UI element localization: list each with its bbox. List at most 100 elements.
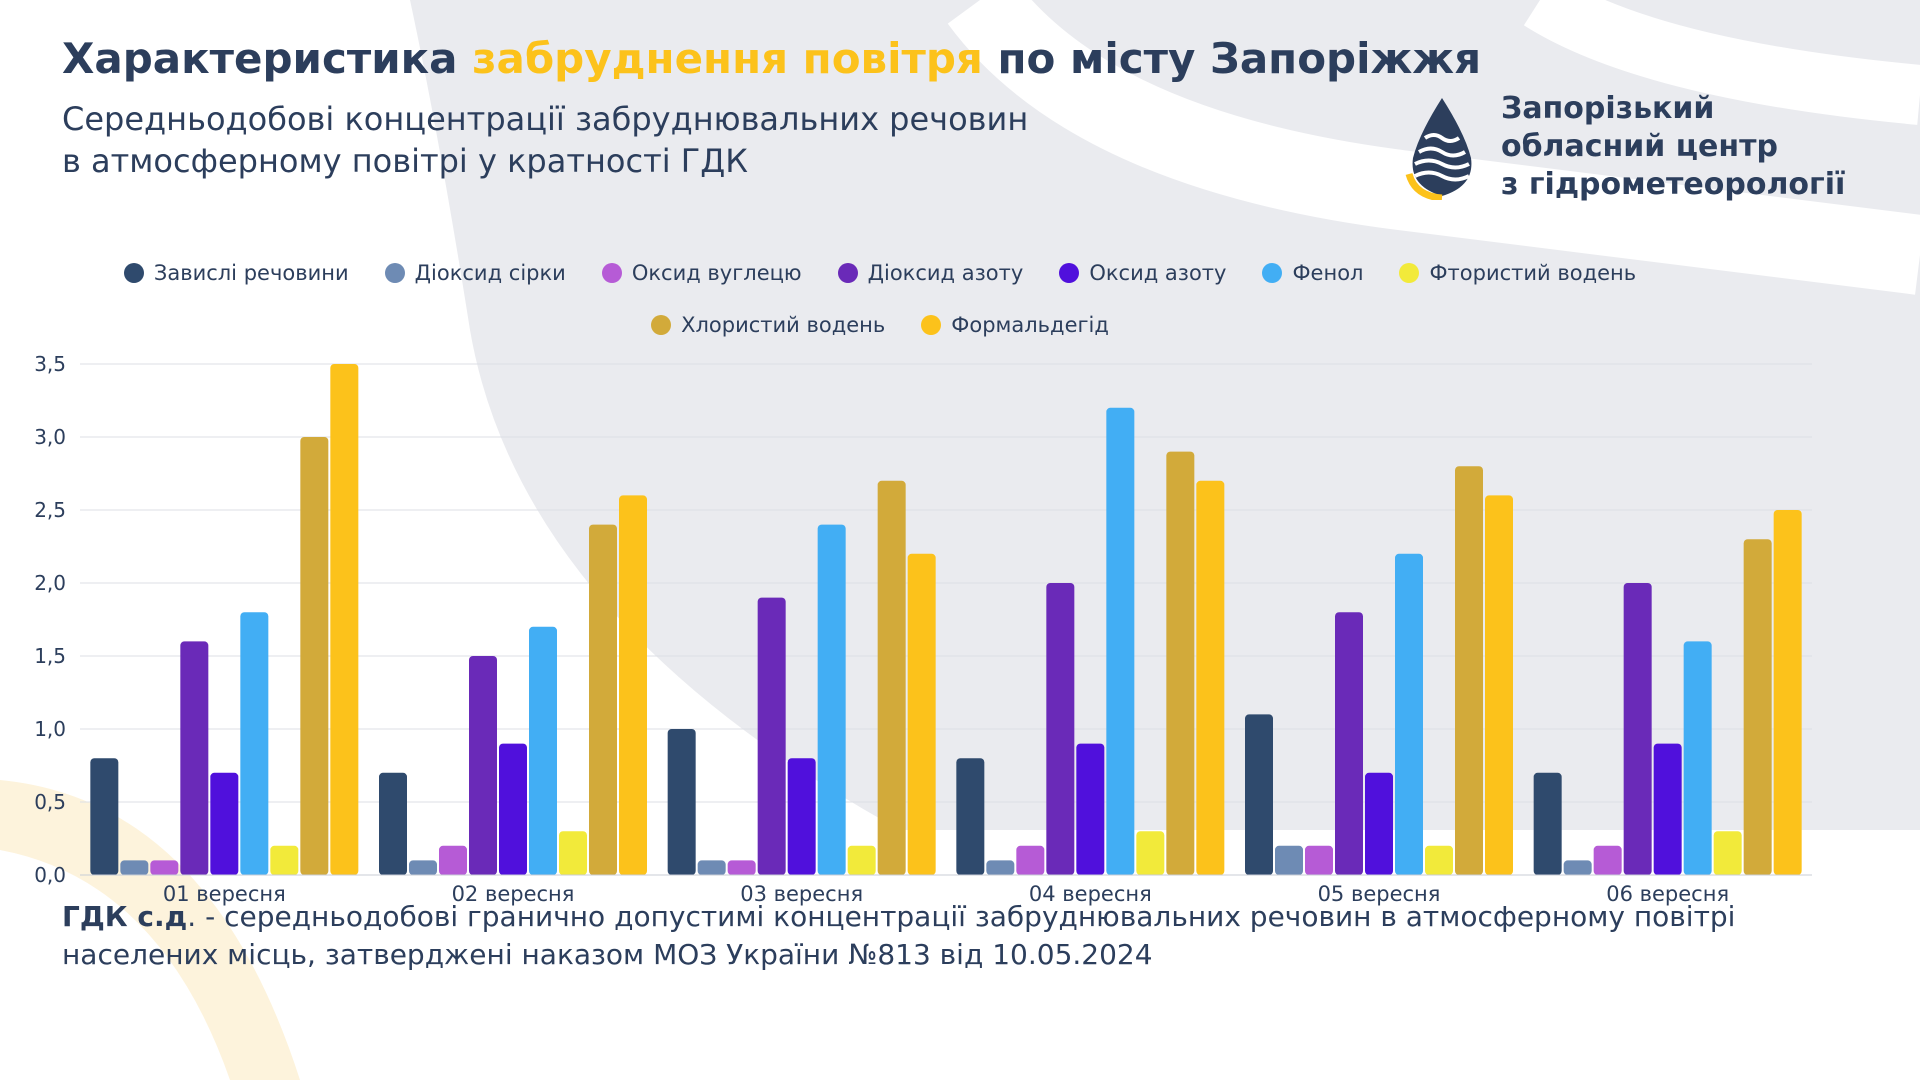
legend-item: Діоксид сірки [384, 258, 566, 288]
logo-line3: з гідрометеорології [1501, 167, 1846, 202]
y-tick-label: 0,5 [34, 790, 66, 814]
legend-item: Оксид азоту [1059, 258, 1226, 288]
bar [330, 364, 359, 875]
legend-label: Хлористий водень [681, 313, 886, 337]
bar [847, 845, 876, 875]
legend-item: Оксид вуглецю [601, 258, 802, 288]
bar [180, 641, 209, 875]
x-tick-label: 06 вересня [1606, 882, 1729, 906]
bar [1136, 831, 1165, 875]
bar [1196, 480, 1225, 875]
legend-item: Формальдегід [921, 310, 1109, 340]
bar [817, 524, 846, 875]
footnote-text: . - середньодобові гранично допустимі ко… [62, 900, 1736, 971]
legend-label: Діоксид сірки [414, 261, 566, 285]
bar [877, 480, 906, 875]
legend-swatch [1059, 263, 1080, 283]
bar [727, 860, 756, 875]
bar [1076, 743, 1105, 875]
legend-item: Завислі речовини [123, 258, 349, 288]
bar [1533, 772, 1562, 875]
organization-logo: Запорізький обласний центр з гідрометеор… [1405, 90, 1845, 204]
bar [90, 758, 119, 875]
legend-item: Фтористий водень [1399, 258, 1636, 288]
bar-chart: 0,0 0,5 1,0 1,5 2,0 2,5 3,0 3,5 01 вересня 02 вер… [34, 352, 1812, 906]
bar [907, 553, 936, 875]
bar [210, 772, 239, 875]
bar [1305, 845, 1333, 875]
legend-label: Фенол [1292, 261, 1364, 285]
y-tick-label: 0,0 [34, 863, 66, 887]
legend-label: Завислі речовини [153, 261, 349, 285]
bar [1653, 743, 1682, 875]
title-accent: забруднення повітря [472, 34, 983, 83]
bar [120, 860, 149, 875]
logo-line2: обласний центр [1501, 129, 1778, 164]
legend-label: Діоксид азоту [867, 261, 1024, 285]
legend-item: Хлористий водень [651, 310, 885, 340]
subtitle-line1: Середньодобові концентрації забруднюваль… [62, 100, 1029, 138]
bar [1016, 845, 1045, 875]
bar [499, 743, 527, 875]
legend-label: Оксид вуглецю [631, 261, 802, 285]
bar [1335, 612, 1363, 875]
legend-swatch [651, 315, 672, 335]
bar [1245, 714, 1273, 875]
bar [1106, 407, 1135, 875]
legend-item: Діоксид азоту [837, 258, 1024, 288]
footnote-term: ГДК с.д [62, 900, 188, 933]
bar [1395, 553, 1423, 875]
x-tick-label: 02 вересня [452, 882, 575, 906]
bar [1365, 772, 1393, 875]
bar [379, 772, 407, 875]
bar [1166, 451, 1195, 875]
bar [697, 860, 726, 875]
legend-label: Фтористий водень [1429, 261, 1637, 285]
bar [409, 860, 437, 875]
legend-swatch [384, 263, 405, 283]
bar [300, 437, 329, 875]
x-tick-label: 03 вересня [740, 882, 863, 906]
bar [439, 845, 467, 875]
page-subtitle: Середньодобові концентрації забруднюваль… [62, 98, 1028, 182]
bar [986, 860, 1015, 875]
legend-swatch [601, 263, 622, 283]
bar [1046, 583, 1075, 875]
legend-swatch [1262, 263, 1283, 283]
logo-line1: Запорізький [1501, 91, 1715, 126]
legend-label: Оксид азоту [1089, 261, 1227, 285]
legend-label: Формальдегід [951, 313, 1109, 337]
chart-legend: Завислі речовини Діоксид сірки Оксид вугле… [100, 258, 1660, 340]
legend-swatch [837, 263, 858, 283]
bar [1275, 845, 1303, 875]
x-tick-label: 04 вересня [1029, 882, 1152, 906]
bar [1623, 583, 1652, 875]
bar [240, 612, 269, 875]
bar [1683, 641, 1712, 875]
bar [1743, 539, 1772, 875]
subtitle-line2: в атмосферному повітрі у кратності ГДК [62, 142, 748, 180]
y-tick-label: 1,5 [34, 644, 66, 668]
bar [1485, 495, 1513, 875]
page-title: Характеристика забруднення повітря по мі… [62, 34, 1482, 83]
bar [1563, 860, 1592, 875]
y-tick-label: 1,0 [34, 717, 66, 741]
bar [559, 831, 587, 875]
bar [787, 758, 816, 875]
legend-swatch [123, 263, 144, 283]
bar [529, 626, 557, 875]
y-tick-label: 3,5 [34, 352, 66, 376]
legend-swatch [921, 315, 942, 335]
x-tick-label: 05 вересня [1318, 882, 1441, 906]
bar [667, 729, 696, 875]
y-tick-label: 2,0 [34, 571, 66, 595]
bar [956, 758, 985, 875]
bar [270, 845, 299, 875]
y-tick-label: 3,0 [34, 425, 66, 449]
bar [619, 495, 647, 875]
bar [1425, 845, 1453, 875]
bar [469, 656, 497, 875]
legend-item: Фенол [1262, 258, 1363, 288]
bar [589, 524, 617, 875]
